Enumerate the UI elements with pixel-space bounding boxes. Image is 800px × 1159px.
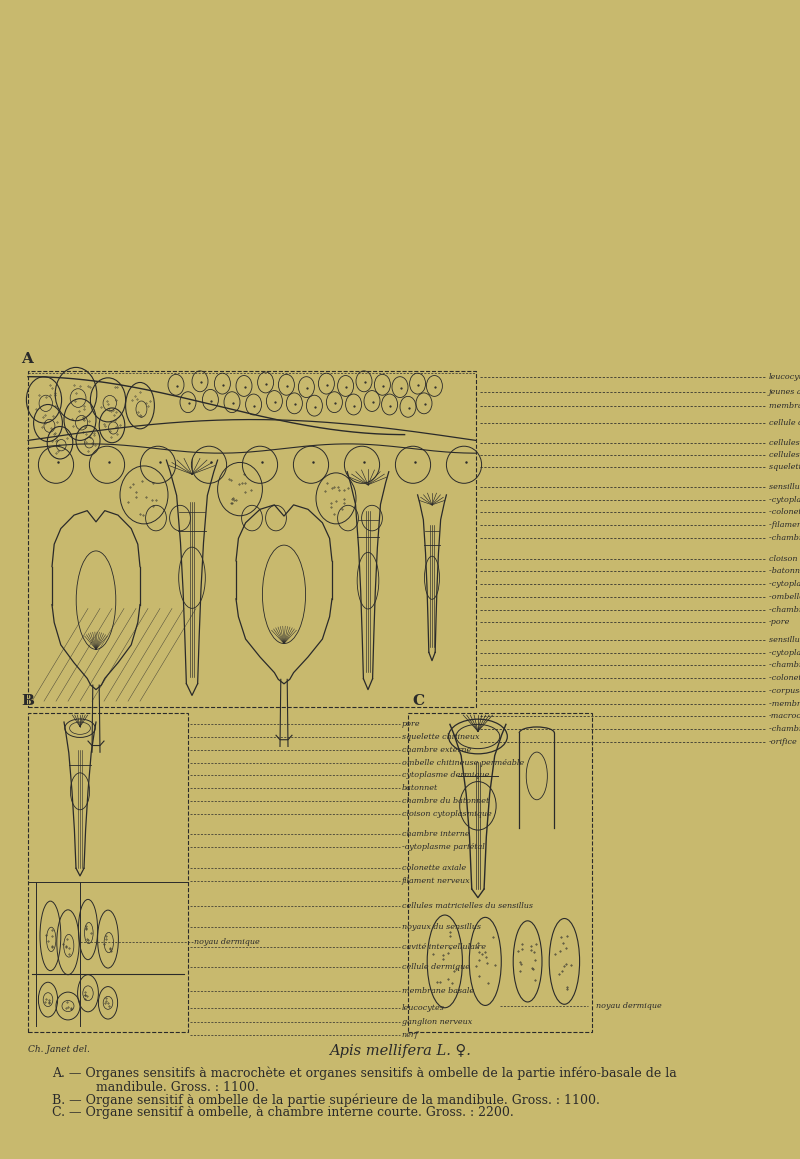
Text: cellule dermique: cellule dermique — [402, 963, 470, 970]
Text: cellules matricielles des sensilli: cellules matricielles des sensilli — [769, 452, 800, 459]
Text: cellules ganglionnaires des sensilli: cellules ganglionnaires des sensilli — [769, 439, 800, 446]
Text: noyau dermique: noyau dermique — [596, 1003, 662, 1009]
Text: -batonnet terminal: -batonnet terminal — [769, 568, 800, 575]
Text: cytoplasme dermique: cytoplasme dermique — [402, 772, 489, 779]
Text: -filament nerveux: -filament nerveux — [769, 522, 800, 529]
Text: -cytoplasme pariétal: -cytoplasme pariétal — [402, 844, 484, 851]
Text: nerf: nerf — [402, 1032, 418, 1038]
Text: -cytoplasme pariétal: -cytoplasme pariétal — [769, 649, 800, 656]
Text: -corpuscule terminal: -corpuscule terminal — [769, 687, 800, 694]
Text: -chambre interne: -chambre interne — [769, 534, 800, 541]
Text: colonette axiale: colonette axiale — [402, 865, 466, 872]
Text: -orifice: -orifice — [769, 738, 798, 745]
Text: -membrane articulaire: -membrane articulaire — [769, 700, 800, 707]
Text: -cytoplasme dermique: -cytoplasme dermique — [769, 581, 800, 588]
Text: pore: pore — [402, 721, 420, 728]
Text: -macrochète: -macrochète — [769, 713, 800, 720]
Text: chambre du batonnet: chambre du batonnet — [402, 797, 489, 804]
Text: jeunes adipocytes: jeunes adipocytes — [769, 388, 800, 395]
Text: A: A — [22, 352, 34, 366]
Text: cloison cytoplasmique: cloison cytoplasmique — [402, 810, 491, 817]
Bar — [28, 371, 476, 707]
Text: chambre externe: chambre externe — [402, 746, 471, 753]
Text: cellules matricielles du sensillus: cellules matricielles du sensillus — [402, 903, 533, 910]
Text: -cytoplasme dermique pariétal: -cytoplasme dermique pariétal — [769, 496, 800, 503]
Text: A. — Organes sensitifs à macrochète et organes sensitifs à ombelle de la partie : A. — Organes sensitifs à macrochète et o… — [52, 1066, 677, 1080]
Text: noyaux du sensillus: noyaux du sensillus — [402, 924, 481, 931]
Text: cellule dermique: cellule dermique — [769, 420, 800, 427]
Text: -colonette axiale: -colonette axiale — [769, 509, 800, 516]
Text: squelette chitineux: squelette chitineux — [769, 464, 800, 471]
Text: cloison cytoplasmique: cloison cytoplasmique — [769, 555, 800, 562]
Text: -chambre externe: -chambre externe — [769, 606, 800, 613]
Text: ombelle chitineuse perméable: ombelle chitineuse perméable — [402, 759, 524, 766]
Text: membrane basale: membrane basale — [769, 402, 800, 409]
Text: noyau dermique: noyau dermique — [194, 939, 260, 946]
Text: -chambre interne: -chambre interne — [769, 662, 800, 669]
Text: -pore: -pore — [769, 619, 790, 626]
Text: chambre interne: chambre interne — [402, 831, 470, 838]
Text: B: B — [22, 694, 34, 708]
Text: cavité intercellulaire: cavité intercellulaire — [402, 943, 486, 950]
Text: C. — Organe sensitif à ombelle, à chambre interne courte. Gross. : 2200.: C. — Organe sensitif à ombelle, à chambr… — [52, 1106, 514, 1120]
Text: Apis mellifera L. ♀.: Apis mellifera L. ♀. — [329, 1044, 471, 1058]
Text: C: C — [412, 694, 424, 708]
Text: batonnet: batonnet — [402, 785, 438, 792]
Text: Ch. Janet del.: Ch. Janet del. — [28, 1045, 90, 1055]
Bar — [408, 713, 592, 1032]
Text: ganglion nerveux: ganglion nerveux — [402, 1019, 472, 1026]
Text: -chambre externe: -chambre externe — [769, 726, 800, 732]
Text: leucocytes: leucocytes — [769, 373, 800, 380]
Text: B. — Organe sensitif à ombelle de la partie supérieure de la mandibule. Gross. :: B. — Organe sensitif à ombelle de la par… — [52, 1093, 600, 1107]
Text: squelette chitineux: squelette chitineux — [402, 734, 479, 741]
Text: -colonette axiale et nerf: -colonette axiale et nerf — [769, 675, 800, 681]
Text: -ombelle chitineuse perméable: -ombelle chitineuse perméable — [769, 593, 800, 600]
Text: sensillus à ombelle :: sensillus à ombelle : — [769, 483, 800, 490]
Text: leucocytes: leucocytes — [402, 1005, 445, 1012]
Text: sensillus à macrochète :: sensillus à macrochète : — [769, 636, 800, 643]
Bar — [28, 713, 188, 1032]
Text: filament nerveux: filament nerveux — [402, 877, 470, 884]
Text: mandibule. Gross. : 1100.: mandibule. Gross. : 1100. — [96, 1080, 259, 1094]
Text: membrane basale: membrane basale — [402, 987, 474, 994]
